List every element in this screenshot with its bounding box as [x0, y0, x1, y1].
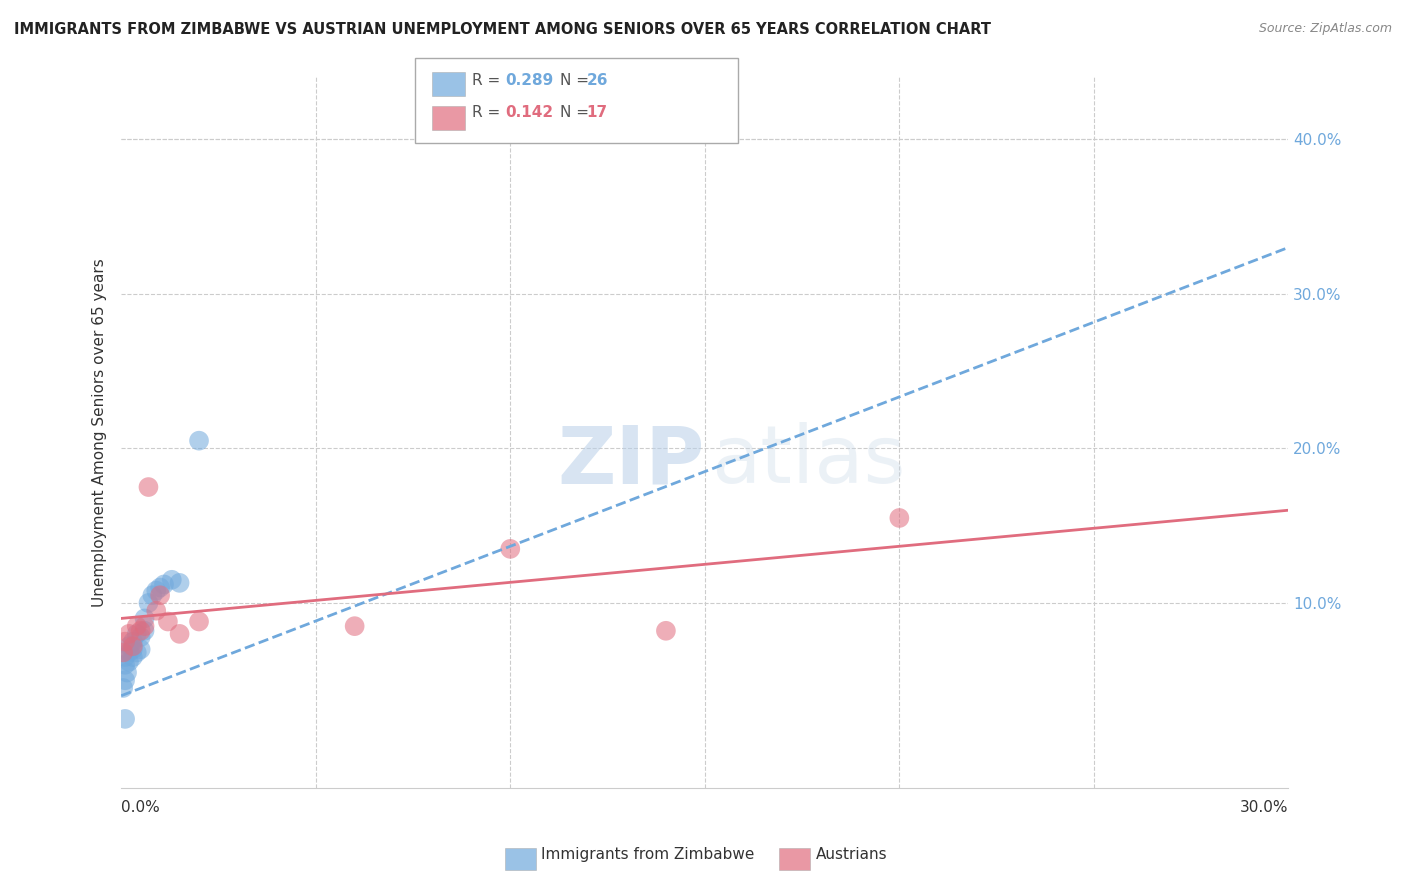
- Point: [112, 645, 135, 659]
- Text: atlas: atlas: [710, 423, 905, 500]
- Point: [134, 619, 156, 633]
- Point: [125, 645, 148, 659]
- Text: N =: N =: [560, 73, 593, 88]
- Point: [129, 642, 152, 657]
- Point: [122, 639, 145, 653]
- Point: [138, 596, 160, 610]
- Point: [169, 575, 191, 590]
- Point: [134, 624, 156, 638]
- Point: [125, 627, 148, 641]
- Point: [499, 541, 522, 556]
- Point: [114, 634, 136, 648]
- Point: [156, 615, 179, 629]
- Point: [149, 581, 172, 595]
- Point: [114, 673, 136, 688]
- Point: [153, 577, 176, 591]
- Text: 26: 26: [586, 73, 607, 88]
- Text: 17: 17: [586, 105, 607, 120]
- Point: [889, 511, 911, 525]
- Point: [145, 583, 167, 598]
- Point: [149, 588, 172, 602]
- Point: [188, 434, 211, 448]
- Point: [141, 588, 163, 602]
- Point: [118, 639, 141, 653]
- Point: [118, 655, 141, 669]
- Point: [343, 619, 366, 633]
- Point: [114, 712, 136, 726]
- Point: [122, 642, 145, 657]
- Point: [122, 634, 145, 648]
- Point: [114, 650, 136, 665]
- Point: [188, 615, 211, 629]
- Point: [125, 619, 148, 633]
- Point: [169, 627, 191, 641]
- Point: [129, 624, 152, 638]
- Text: 0.0%: 0.0%: [121, 799, 160, 814]
- Text: 0.142: 0.142: [505, 105, 553, 120]
- Point: [160, 573, 183, 587]
- Y-axis label: Unemployment Among Seniors over 65 years: Unemployment Among Seniors over 65 years: [93, 259, 107, 607]
- Text: Source: ZipAtlas.com: Source: ZipAtlas.com: [1258, 22, 1392, 36]
- Text: 30.0%: 30.0%: [1240, 799, 1288, 814]
- Point: [115, 665, 138, 680]
- Text: 0.289: 0.289: [505, 73, 553, 88]
- Text: R =: R =: [472, 105, 506, 120]
- Point: [655, 624, 678, 638]
- Point: [122, 650, 145, 665]
- Point: [134, 611, 156, 625]
- Point: [129, 630, 152, 644]
- Text: Immigrants from Zimbabwe: Immigrants from Zimbabwe: [541, 847, 755, 863]
- Point: [138, 480, 160, 494]
- Point: [118, 627, 141, 641]
- Text: IMMIGRANTS FROM ZIMBABWE VS AUSTRIAN UNEMPLOYMENT AMONG SENIORS OVER 65 YEARS CO: IMMIGRANTS FROM ZIMBABWE VS AUSTRIAN UNE…: [14, 22, 991, 37]
- Point: [114, 657, 136, 672]
- Text: ZIP: ZIP: [558, 423, 704, 500]
- Text: Austrians: Austrians: [815, 847, 887, 863]
- Point: [118, 645, 141, 659]
- Text: R =: R =: [472, 73, 506, 88]
- Point: [112, 681, 135, 695]
- Point: [145, 604, 167, 618]
- Text: N =: N =: [560, 105, 593, 120]
